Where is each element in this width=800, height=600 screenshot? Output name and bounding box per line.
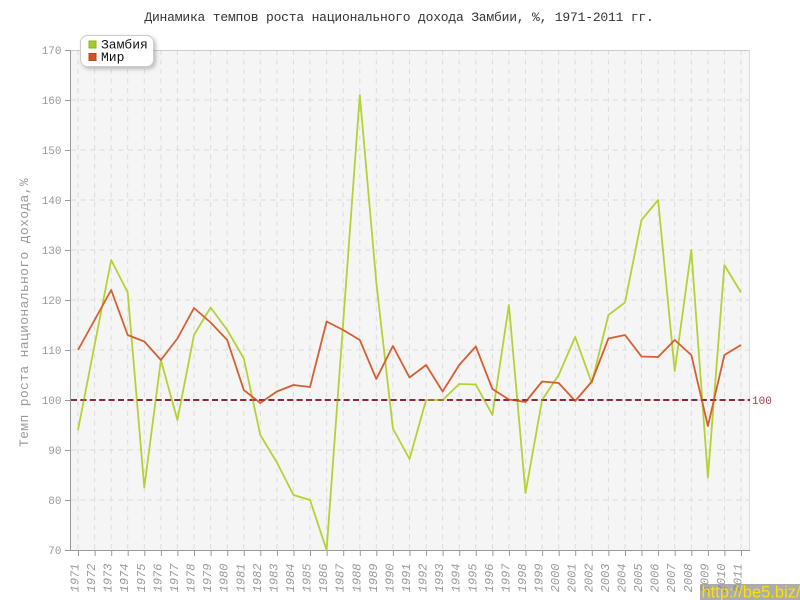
svg-text:http://be5.biz/: http://be5.biz/	[702, 584, 800, 600]
svg-text:130: 130	[42, 246, 62, 258]
svg-text:Замбия: Замбия	[101, 38, 148, 53]
svg-text:1979: 1979	[201, 564, 215, 593]
svg-text:1993: 1993	[433, 564, 447, 593]
svg-text:90: 90	[48, 446, 61, 458]
svg-text:1976: 1976	[151, 564, 165, 593]
svg-text:2000: 2000	[549, 564, 563, 593]
svg-text:100: 100	[752, 396, 772, 408]
svg-text:Мир: Мир	[101, 50, 124, 65]
svg-text:1994: 1994	[450, 564, 464, 593]
svg-text:170: 170	[42, 46, 62, 58]
svg-text:160: 160	[42, 96, 62, 108]
svg-text:1977: 1977	[168, 563, 182, 593]
svg-text:1996: 1996	[483, 564, 497, 593]
svg-text:100: 100	[42, 396, 62, 408]
svg-text:1980: 1980	[218, 564, 232, 593]
svg-text:1973: 1973	[102, 564, 116, 593]
svg-text:70: 70	[48, 546, 61, 558]
svg-text:2008: 2008	[682, 564, 696, 593]
svg-text:1982: 1982	[251, 564, 265, 593]
svg-text:150: 150	[42, 146, 62, 158]
svg-text:1971: 1971	[69, 564, 83, 593]
svg-text:2007: 2007	[665, 563, 679, 593]
svg-text:110: 110	[42, 346, 62, 358]
svg-text:1992: 1992	[417, 564, 431, 593]
svg-text:2001: 2001	[566, 564, 580, 593]
svg-text:1984: 1984	[284, 564, 298, 593]
svg-text:1986: 1986	[317, 564, 331, 593]
svg-text:120: 120	[42, 296, 62, 308]
svg-text:80: 80	[48, 496, 61, 508]
svg-text:1991: 1991	[400, 564, 414, 593]
svg-text:1972: 1972	[85, 564, 99, 593]
svg-text:1999: 1999	[533, 564, 547, 593]
svg-text:2006: 2006	[649, 564, 663, 593]
svg-text:1985: 1985	[301, 564, 315, 593]
svg-text:2005: 2005	[632, 564, 646, 593]
svg-text:1975: 1975	[135, 564, 149, 593]
svg-text:1988: 1988	[350, 564, 364, 593]
svg-text:140: 140	[42, 196, 62, 208]
svg-text:1997: 1997	[499, 563, 513, 593]
svg-text:2004: 2004	[616, 564, 630, 593]
svg-text:1989: 1989	[367, 564, 381, 593]
svg-text:1998: 1998	[516, 564, 530, 593]
svg-text:2003: 2003	[599, 564, 613, 593]
svg-text:1995: 1995	[466, 564, 480, 593]
svg-text:1990: 1990	[383, 564, 397, 593]
svg-text:Темп роста национального доход: Темп роста национального дохода,%	[17, 178, 32, 447]
svg-text:2002: 2002	[582, 564, 596, 593]
svg-text:Динамика темпов роста национал: Динамика темпов роста национального дохо…	[144, 10, 653, 25]
svg-text:1978: 1978	[185, 564, 199, 593]
svg-text:1974: 1974	[118, 564, 132, 593]
svg-text:1981: 1981	[234, 564, 248, 593]
svg-text:1987: 1987	[334, 563, 348, 593]
svg-text:1983: 1983	[267, 564, 281, 593]
